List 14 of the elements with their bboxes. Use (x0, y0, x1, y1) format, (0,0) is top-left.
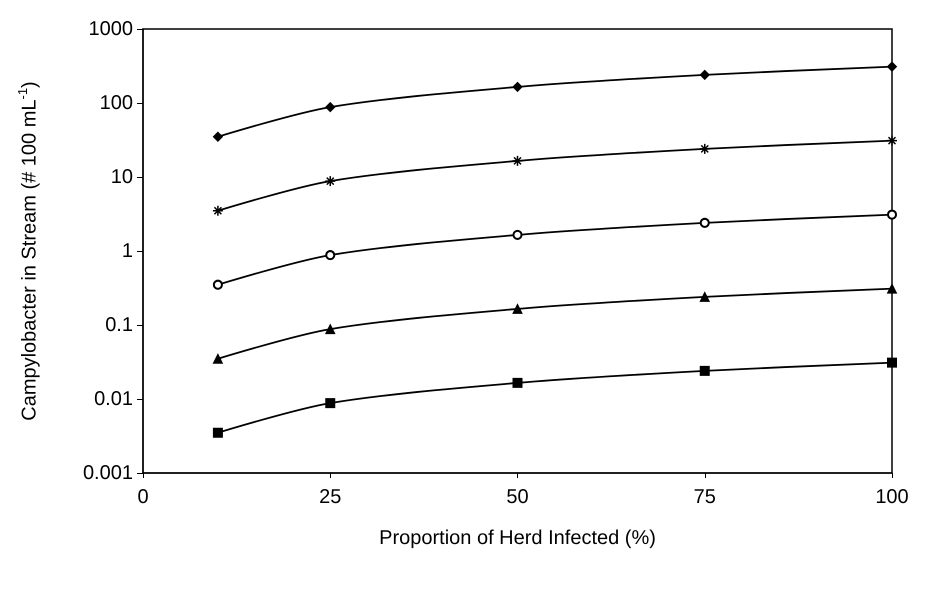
y-tick-label: 100 (100, 92, 133, 114)
x-axis-title: Proportion of Herd Infected (%) (379, 527, 656, 549)
y-tick-label: 1000 (88, 18, 133, 40)
x-tick-label: 100 (875, 486, 909, 508)
y-tick-label: 1 (122, 240, 133, 262)
y-tick-label: 0.1 (105, 314, 133, 336)
y-tick-label: 0.01 (94, 388, 133, 410)
x-tick-label: 50 (506, 486, 529, 508)
x-tick-label: 0 (137, 486, 149, 508)
y-axis-title: Campylobacter in Stream (# 100 mL-1) (15, 81, 40, 421)
y-tick-label: 0.001 (82, 462, 133, 484)
x-tick-label: 75 (694, 486, 716, 508)
y-tick-label: 10 (110, 166, 133, 188)
x-tick-label: 25 (319, 486, 342, 508)
